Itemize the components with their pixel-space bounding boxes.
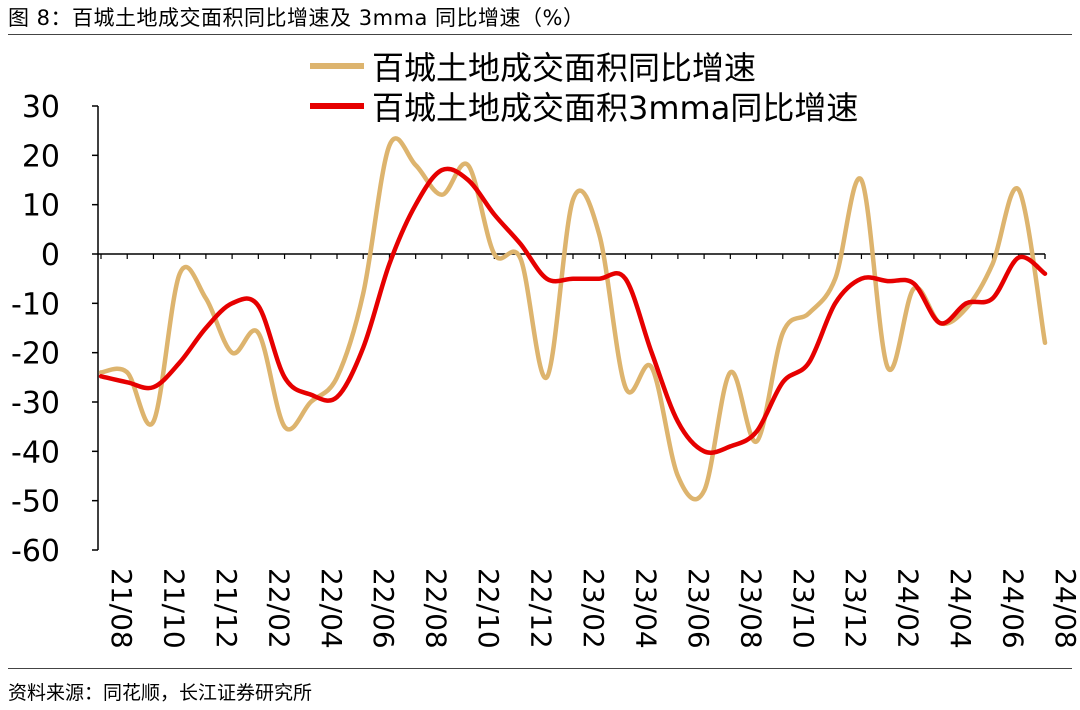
x-tick-label: 23/08 (734, 568, 767, 649)
x-tick-label: 24/02 (892, 568, 925, 649)
y-tick-label: -60 (11, 534, 60, 569)
series-lines (98, 136, 1048, 502)
series-line-land-area-3mma-yoy (98, 166, 1048, 455)
legend-label-series2: 百城土地成交面积3mma同比增速 (372, 89, 858, 127)
y-tick-label: -40 (11, 435, 60, 470)
x-tick-label: 23/06 (682, 568, 715, 649)
y-tick-label: -50 (11, 485, 60, 520)
x-tick-label: 24/08 (1049, 568, 1080, 649)
x-tick-label: 21/08 (105, 568, 138, 649)
x-tick-label: 23/12 (839, 568, 872, 649)
axes: 30 20 10 0 -10 -20 -30 -40 -50 -60 21/08 21/10 21/12… (11, 90, 1080, 649)
legend: 百城土地成交面积同比增速 百城土地成交面积3mma同比增速 (310, 49, 858, 127)
source-note: 资料来源：同花顺，长江证券研究所 (8, 682, 313, 704)
series-line-land-area-yoy (98, 136, 1048, 502)
x-tick-label: 23/10 (787, 568, 820, 649)
y-tick-label: 30 (22, 90, 60, 125)
x-tick-label: 23/02 (577, 568, 610, 649)
x-tick-label: 23/04 (629, 568, 662, 649)
top-rule (8, 34, 1072, 35)
y-tick-label: 20 (22, 139, 60, 174)
x-tick-label: 22/10 (472, 568, 505, 649)
x-tick-label: 21/12 (210, 568, 243, 649)
legend-label-series1: 百城土地成交面积同比增速 (372, 49, 756, 87)
y-tick-label: 0 (41, 238, 60, 273)
y-tick-label: -30 (11, 386, 60, 421)
bottom-rule (8, 668, 1072, 669)
x-tick-label: 24/04 (944, 568, 977, 649)
x-tick-label: 21/10 (157, 568, 190, 649)
x-tick-label: 22/12 (525, 568, 558, 649)
x-tick-label: 22/04 (315, 568, 348, 649)
x-tick-label: 22/06 (367, 568, 400, 649)
x-tick-label: 24/06 (997, 568, 1030, 649)
chart-title: 图 8：百城土地成交面积同比增速及 3mma 同比增速（%） (8, 6, 585, 30)
x-tick-label: 22/08 (420, 568, 453, 649)
x-tick-label: 22/02 (262, 568, 295, 649)
y-tick-label: -20 (11, 337, 60, 372)
y-tick-label: -10 (11, 287, 60, 322)
y-tick-label: 10 (22, 189, 60, 224)
